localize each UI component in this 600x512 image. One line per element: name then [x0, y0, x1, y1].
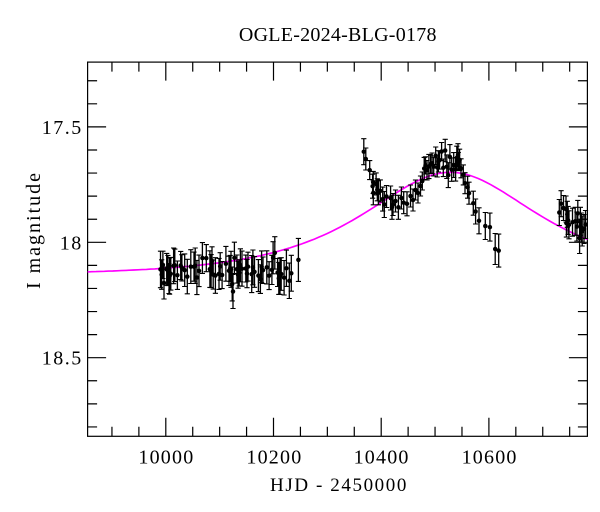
svg-text:10600: 10600 — [462, 446, 518, 468]
svg-text:I magnitude: I magnitude — [23, 171, 45, 289]
svg-text:10200: 10200 — [246, 446, 302, 468]
svg-text:OGLE-2024-BLG-0178: OGLE-2024-BLG-0178 — [239, 24, 437, 46]
svg-text:10000: 10000 — [138, 446, 194, 468]
svg-text:17.5: 17.5 — [42, 117, 83, 139]
svg-text:18: 18 — [60, 232, 83, 254]
svg-text:10400: 10400 — [354, 446, 410, 468]
svg-text:HJD - 2450000: HJD - 2450000 — [270, 475, 408, 496]
svg-text:18.5: 18.5 — [42, 347, 83, 369]
